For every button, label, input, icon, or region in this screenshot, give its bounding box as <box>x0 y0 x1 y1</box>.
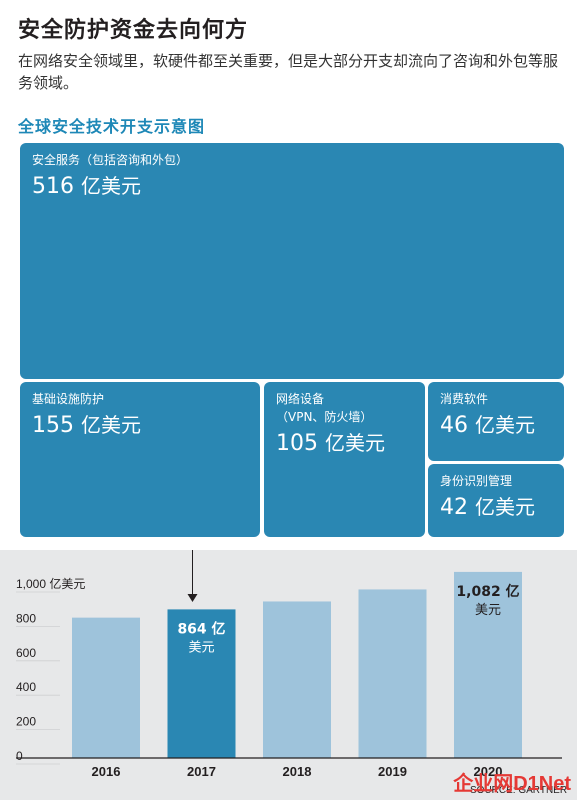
bar-2019 <box>358 589 427 758</box>
x-tick-label: 2016 <box>92 764 121 779</box>
x-tick-label: 2019 <box>378 764 407 779</box>
y-tick-label: 600 <box>16 646 36 660</box>
x-tick-label: 2020 <box>474 764 503 779</box>
y-tick-label: 0 <box>16 749 23 763</box>
page-subtitle: 在网络安全领域里，软硬件都至关重要，但是大部分开支却流向了咨询和外包等服务领域。 <box>18 52 559 92</box>
y-tick-label: 400 <box>16 680 36 694</box>
tile-value: 516 <box>32 174 74 199</box>
tile-unit: 亿美元 <box>475 495 535 519</box>
y-tick-label: 800 <box>16 611 36 625</box>
y-tick-label: 1,000 亿美元 <box>16 576 85 591</box>
x-tick-label: 2018 <box>283 764 312 779</box>
data-label-unit: 美元 <box>475 603 501 618</box>
tile-unit: 亿美元 <box>81 413 141 437</box>
tile-value: 105 <box>276 431 318 456</box>
data-label-unit: 美元 <box>188 640 214 655</box>
tile-label: 身份识别管理 <box>440 474 513 488</box>
tile-value: 46 <box>440 413 468 438</box>
tile-network-equipment: 网络设备 （VPN、防火墙） 105 亿美元 <box>264 382 425 537</box>
tile-sublabel: （包括咨询和外包） <box>80 153 189 167</box>
tile-value: 42 <box>440 495 468 520</box>
bar-2018 <box>263 601 331 758</box>
tile-infrastructure-protection: 基础设施防护 155 亿美元 <box>20 382 260 537</box>
watermark-logo: 企业网D1Net <box>453 773 571 795</box>
tile-unit: 亿美元 <box>81 174 141 198</box>
tile-consumer-software: 消费软件 46 亿美元 <box>428 382 564 461</box>
pointer-arrowhead <box>187 594 198 602</box>
y-tick-label: 200 <box>16 715 36 729</box>
bar-chart: 0 200 400 600 800 1,000 亿美元 2016 2017 2018 2019 20… <box>16 550 567 796</box>
data-label: 864 亿 <box>177 620 225 637</box>
tile-value: 155 <box>32 413 74 438</box>
bar-2017 <box>167 609 236 758</box>
tile-label: 消费软件 <box>440 392 489 406</box>
source-note: SOURCE: GARTNER <box>470 785 567 796</box>
bar-2016 <box>72 617 140 758</box>
tile-label: 基础设施防护 <box>32 392 105 406</box>
tile-label: 网络设备 <box>276 392 325 406</box>
tile-security-services: 安全服务（包括咨询和外包） 516 亿美元 <box>20 143 564 379</box>
tile-unit: 亿美元 <box>325 431 385 455</box>
data-label: 1,082 亿 <box>456 583 519 600</box>
page-title: 安全防护资金去向何方 <box>18 18 249 43</box>
bar-2020 <box>454 571 522 758</box>
tile-sublabel: （VPN、防火墙） <box>276 410 373 424</box>
x-tick-label: 2017 <box>187 764 216 779</box>
tile-label: 安全服务 <box>32 153 81 167</box>
tile-unit: 亿美元 <box>475 413 535 437</box>
tile-identity-management: 身份识别管理 42 亿美元 <box>428 464 564 537</box>
treemap-title: 全球安全技术开支示意图 <box>18 117 206 136</box>
